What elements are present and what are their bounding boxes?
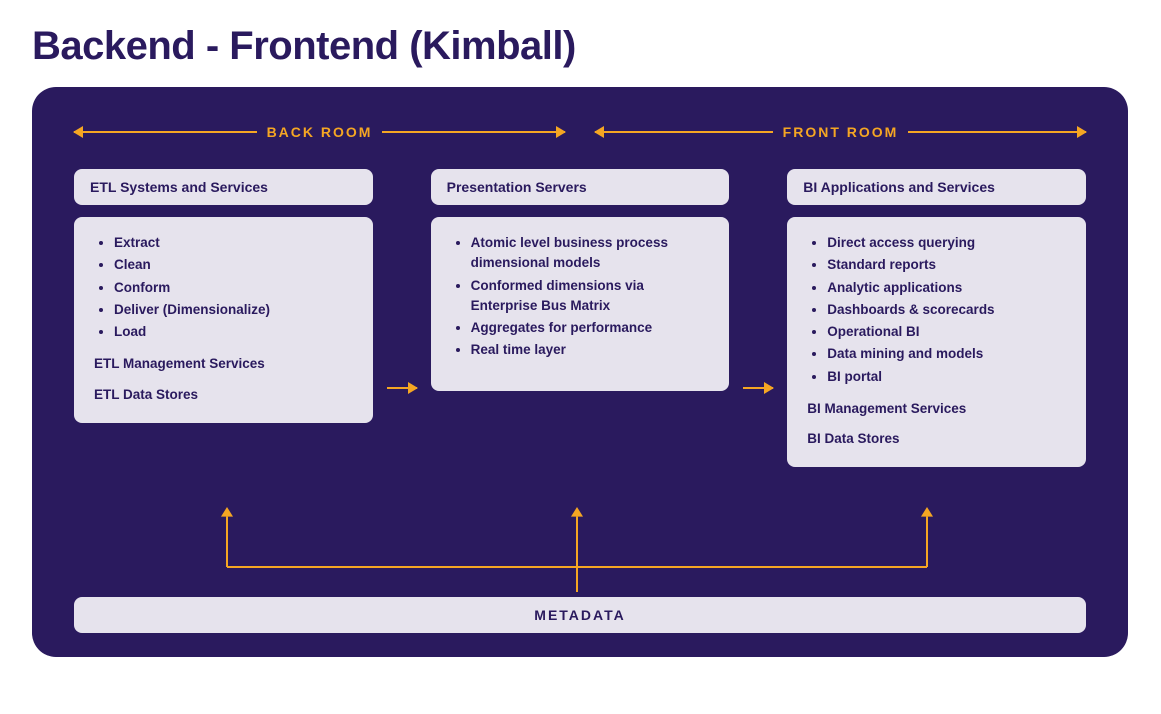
list-item: Load xyxy=(114,322,353,342)
list-item: Data mining and models xyxy=(827,344,1066,364)
col-body: Extract Clean Conform Deliver (Dimension… xyxy=(74,217,373,423)
room-header-front: FRONT ROOM xyxy=(595,117,1086,147)
arrow-left-icon xyxy=(74,131,257,133)
list-item: BI portal xyxy=(827,367,1066,387)
col-presentation: Presentation Servers Atomic level busine… xyxy=(431,169,730,391)
room-headers: BACK ROOM FRONT ROOM xyxy=(74,117,1086,147)
list-item: Dashboards & scorecards xyxy=(827,300,1066,320)
list-item: Atomic level business process dimensiona… xyxy=(471,233,710,274)
columns-row: ETL Systems and Services Extract Clean C… xyxy=(74,169,1086,467)
bullet-list: Extract Clean Conform Deliver (Dimension… xyxy=(94,233,353,342)
list-item: Conformed dimensions via Enterprise Bus … xyxy=(471,276,710,317)
flow-arrow-icon xyxy=(387,387,417,389)
col-body: Direct access querying Standard reports … xyxy=(787,217,1086,467)
flow-arrow-icon xyxy=(743,387,773,389)
bullet-list: Atomic level business process dimensiona… xyxy=(451,233,710,361)
bullet-list: Direct access querying Standard reports … xyxy=(807,233,1066,387)
list-item: Deliver (Dimensionalize) xyxy=(114,300,353,320)
list-item: Aggregates for performance xyxy=(471,318,710,338)
list-item: Real time layer xyxy=(471,340,710,360)
col-bi: BI Applications and Services Direct acce… xyxy=(787,169,1086,467)
arrow-left-icon xyxy=(595,131,773,133)
col-header: BI Applications and Services xyxy=(787,169,1086,205)
list-item: Conform xyxy=(114,278,353,298)
page-title: Backend - Frontend (Kimball) xyxy=(32,24,1161,69)
sub-label: BI Management Services xyxy=(807,399,1066,419)
sub-label: ETL Data Stores xyxy=(94,385,353,405)
col-header: ETL Systems and Services xyxy=(74,169,373,205)
list-item: Direct access querying xyxy=(827,233,1066,253)
sub-label: BI Data Stores xyxy=(807,429,1066,449)
diagram-panel: BACK ROOM FRONT ROOM ETL Systems and Ser… xyxy=(32,87,1128,657)
room-label: BACK ROOM xyxy=(267,124,373,140)
list-item: Standard reports xyxy=(827,255,1066,275)
col-body: Atomic level business process dimensiona… xyxy=(431,217,730,391)
col-etl: ETL Systems and Services Extract Clean C… xyxy=(74,169,373,423)
list-item: Analytic applications xyxy=(827,278,1066,298)
arrow-right-icon xyxy=(908,131,1086,133)
room-header-back: BACK ROOM xyxy=(74,117,565,147)
list-item: Extract xyxy=(114,233,353,253)
list-item: Clean xyxy=(114,255,353,275)
sub-label: ETL Management Services xyxy=(94,354,353,374)
col-header: Presentation Servers xyxy=(431,169,730,205)
arrow-right-icon xyxy=(382,131,565,133)
metadata-bar: METADATA xyxy=(74,597,1086,633)
room-label: FRONT ROOM xyxy=(783,124,899,140)
list-item: Operational BI xyxy=(827,322,1066,342)
